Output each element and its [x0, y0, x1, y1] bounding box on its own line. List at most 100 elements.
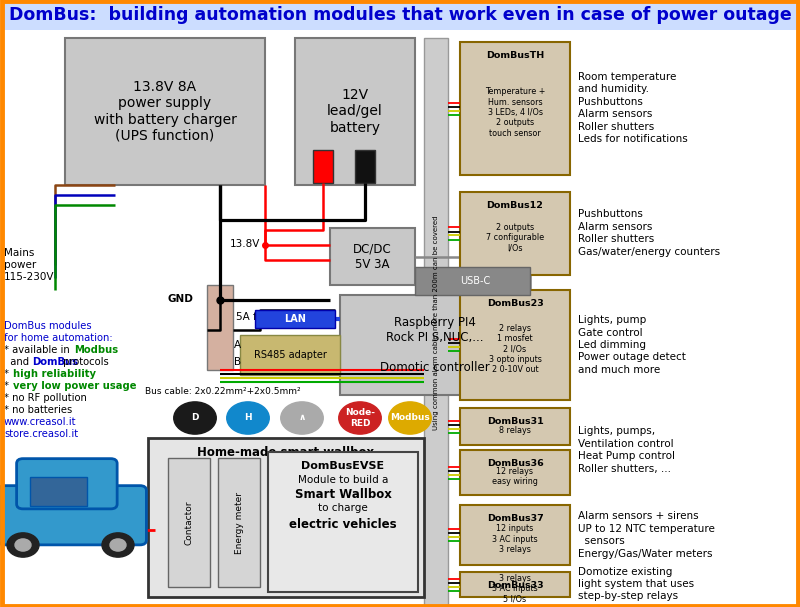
- Circle shape: [226, 402, 270, 434]
- Text: Node-
RED: Node- RED: [345, 409, 375, 428]
- FancyBboxPatch shape: [240, 335, 340, 375]
- Circle shape: [102, 533, 134, 557]
- Text: Mains
power
115-230V: Mains power 115-230V: [4, 248, 54, 282]
- Text: H: H: [244, 413, 252, 422]
- Text: D: D: [191, 413, 198, 422]
- FancyBboxPatch shape: [340, 295, 530, 395]
- Text: DomBus12: DomBus12: [486, 201, 543, 210]
- Text: www.creasol.it: www.creasol.it: [4, 417, 77, 427]
- FancyBboxPatch shape: [460, 42, 570, 175]
- Text: 2 relays
1 mosfet
2 I/Os
3 opto inputs
2 0-10V out: 2 relays 1 mosfet 2 I/Os 3 opto inputs 2…: [489, 324, 542, 375]
- Text: Modbus: Modbus: [390, 413, 430, 422]
- Text: Using common alarm cable, more than 200m can be covered: Using common alarm cable, more than 200m…: [433, 215, 439, 430]
- Text: RS485 adapter: RS485 adapter: [254, 350, 326, 360]
- FancyBboxPatch shape: [207, 285, 233, 370]
- Text: DomBus23: DomBus23: [486, 299, 543, 308]
- Text: Lights, pumps,
Ventilation control
Heat Pump control
Roller shutters, ...: Lights, pumps, Ventilation control Heat …: [578, 426, 675, 473]
- FancyBboxPatch shape: [313, 150, 333, 183]
- Text: 12 relays
easy wiring: 12 relays easy wiring: [492, 467, 538, 486]
- Text: Module to build a: Module to build a: [298, 475, 388, 485]
- Text: 8 relays: 8 relays: [499, 426, 531, 435]
- FancyBboxPatch shape: [460, 450, 570, 495]
- Text: DomBus:  building automation modules that work even in case of power outage: DomBus: building automation modules that…: [9, 6, 791, 24]
- Text: electric vehicles: electric vehicles: [289, 518, 397, 531]
- Circle shape: [110, 539, 126, 551]
- FancyBboxPatch shape: [17, 459, 117, 509]
- Circle shape: [174, 402, 216, 434]
- Text: high reliability: high reliability: [14, 369, 96, 379]
- Text: Pushbuttons
Alarm sensors
Roller shutters
Gas/water/energy counters: Pushbuttons Alarm sensors Roller shutter…: [578, 209, 720, 257]
- FancyBboxPatch shape: [424, 38, 448, 607]
- Text: Smart Wallbox: Smart Wallbox: [294, 487, 391, 501]
- Text: * no RF pollution: * no RF pollution: [4, 393, 87, 403]
- Text: store.creasol.it: store.creasol.it: [4, 429, 78, 439]
- Text: *: *: [4, 381, 12, 391]
- Circle shape: [281, 402, 323, 434]
- FancyBboxPatch shape: [460, 505, 570, 565]
- Text: DomBus: DomBus: [32, 357, 78, 367]
- Text: DomBus modules: DomBus modules: [4, 321, 92, 331]
- Text: Home-made smart wallbox: Home-made smart wallbox: [198, 446, 374, 458]
- FancyBboxPatch shape: [460, 290, 570, 400]
- Text: 12V
lead/gel
battery: 12V lead/gel battery: [327, 88, 383, 135]
- Text: Bus cable: 2x0.22mm²+2x0.5mm²: Bus cable: 2x0.22mm²+2x0.5mm²: [145, 387, 301, 396]
- Text: DomBus33: DomBus33: [486, 581, 543, 590]
- Text: GND: GND: [167, 294, 193, 304]
- Text: Domotize existing
light system that uses
step-by-step relays: Domotize existing light system that uses…: [578, 566, 694, 602]
- Text: Contactor: Contactor: [185, 500, 194, 544]
- Circle shape: [338, 402, 382, 434]
- Text: 13.8V 8A
power supply
with battery charger
(UPS function): 13.8V 8A power supply with battery charg…: [94, 80, 237, 143]
- Text: 2 outputs
7 configurable
I/Os: 2 outputs 7 configurable I/Os: [486, 223, 544, 253]
- Text: for home automation:: for home automation:: [4, 333, 113, 343]
- Text: ∧: ∧: [298, 413, 306, 422]
- Text: USB-C: USB-C: [460, 276, 490, 286]
- Text: LAN: LAN: [284, 314, 306, 324]
- FancyBboxPatch shape: [330, 228, 415, 285]
- FancyBboxPatch shape: [268, 452, 418, 592]
- Circle shape: [7, 533, 39, 557]
- FancyBboxPatch shape: [460, 408, 570, 445]
- Text: Alarm sensors + sirens
UP to 12 NTC temperature
  sensors
Energy/Gas/Water meter: Alarm sensors + sirens UP to 12 NTC temp…: [578, 512, 715, 558]
- Text: DomBusTH: DomBusTH: [486, 51, 544, 60]
- FancyBboxPatch shape: [168, 458, 210, 587]
- FancyBboxPatch shape: [355, 150, 375, 183]
- Text: DC/DC
5V 3A: DC/DC 5V 3A: [353, 243, 392, 271]
- Text: *: *: [4, 369, 12, 379]
- Text: Room temperature
and humidity.
Pushbuttons
Alarm sensors
Roller shutters
Leds fo: Room temperature and humidity. Pushbutto…: [578, 72, 688, 144]
- Text: * available in: * available in: [4, 345, 73, 355]
- Text: * no batteries: * no batteries: [4, 405, 72, 415]
- Circle shape: [15, 539, 31, 551]
- Text: B: B: [234, 357, 241, 367]
- Text: to charge: to charge: [318, 503, 368, 513]
- Text: USB-C: USB-C: [420, 280, 452, 290]
- FancyBboxPatch shape: [295, 38, 415, 185]
- Text: DomBus36: DomBus36: [486, 459, 543, 468]
- Text: protocols: protocols: [60, 357, 109, 367]
- Text: 13.8V: 13.8V: [230, 239, 260, 249]
- Text: very low power usage: very low power usage: [14, 381, 137, 391]
- Text: DomBus31: DomBus31: [486, 417, 543, 426]
- Text: Lights, pump
Gate control
Led dimming
Power outage detect
and much more: Lights, pump Gate control Led dimming Po…: [578, 315, 686, 375]
- FancyBboxPatch shape: [218, 458, 260, 587]
- FancyBboxPatch shape: [30, 477, 86, 506]
- Text: Temperature +
Hum. sensors
3 LEDs, 4 I/Os
2 outputs
touch sensor: Temperature + Hum. sensors 3 LEDs, 4 I/O…: [485, 87, 545, 138]
- FancyBboxPatch shape: [0, 486, 146, 545]
- FancyBboxPatch shape: [65, 38, 265, 185]
- FancyBboxPatch shape: [460, 192, 570, 275]
- FancyBboxPatch shape: [148, 438, 424, 597]
- FancyBboxPatch shape: [255, 310, 335, 328]
- FancyBboxPatch shape: [2, 0, 798, 30]
- Text: DomBus37: DomBus37: [486, 514, 543, 523]
- Text: Modbus: Modbus: [74, 345, 118, 355]
- Text: and: and: [4, 357, 32, 367]
- Text: A: A: [234, 340, 241, 350]
- Text: Energy meter: Energy meter: [234, 492, 243, 554]
- Text: DomBusEVSE: DomBusEVSE: [302, 461, 385, 471]
- Text: 12 inputs
3 AC inputs
3 relays: 12 inputs 3 AC inputs 3 relays: [492, 524, 538, 554]
- Text: 5A fuse: 5A fuse: [236, 312, 275, 322]
- FancyBboxPatch shape: [460, 572, 570, 597]
- Circle shape: [389, 402, 431, 434]
- Text: Raspberry PI4
Rock PI S,NUC,...

Domotic controller: Raspberry PI4 Rock PI S,NUC,... Domotic …: [380, 316, 490, 374]
- Text: 3 relays
3 AC inputs
5 I/Os: 3 relays 3 AC inputs 5 I/Os: [492, 574, 538, 603]
- FancyBboxPatch shape: [415, 267, 530, 295]
